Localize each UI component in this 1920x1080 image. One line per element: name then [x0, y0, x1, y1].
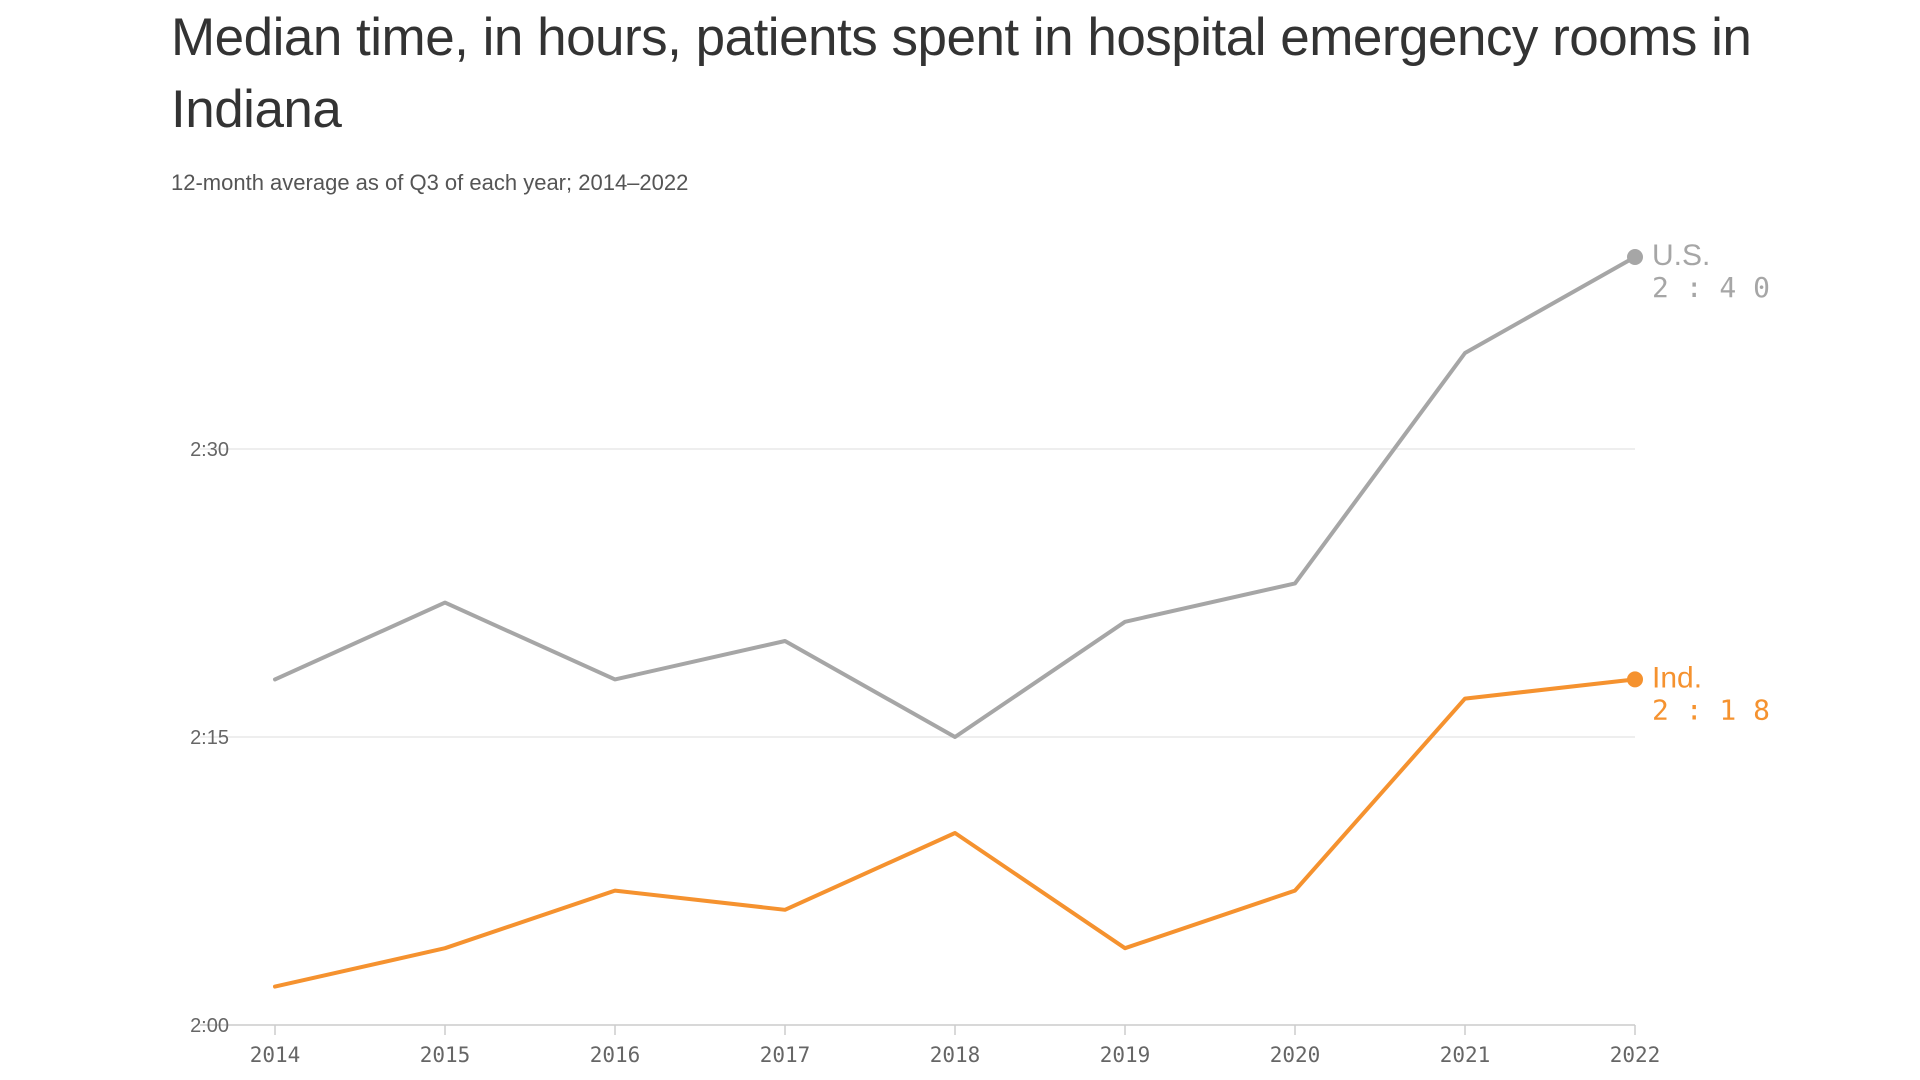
series-line-us: [273, 255, 1637, 739]
x-tick-label: 2014: [250, 1043, 301, 1067]
x-tick-label: 2019: [1100, 1043, 1151, 1067]
x-axis: 2014 2015 2016 2017 2018 2019 2020 2021 2022: [250, 1025, 1661, 1067]
x-tick-label: 2017: [760, 1043, 811, 1067]
series-line-ind: [273, 677, 1637, 989]
y-tick-label: 2:00: [190, 1015, 229, 1037]
y-tick-label: 2:30: [190, 439, 229, 461]
y-axis: 2:00 2:15 2:30: [190, 439, 229, 1037]
x-tick-label: 2016: [590, 1043, 641, 1067]
x-tick-label: 2020: [1270, 1043, 1321, 1067]
x-tick-label: 2018: [930, 1043, 981, 1067]
series-lines: [273, 249, 1643, 989]
data-point-us-2022: [1627, 249, 1643, 265]
y-tick-label: 2:15: [190, 727, 229, 749]
data-point-ind-2022: [1627, 671, 1643, 688]
series-value-label-us: 2 : 4 0: [1652, 271, 1770, 304]
series-value-label-ind: 2 : 1 8: [1652, 693, 1770, 726]
end-labels: U.S.2 : 4 0 Ind.2 : 1 8: [1652, 239, 1770, 726]
chart-subtitle: 12-month average as of Q3 of each year; …: [171, 170, 689, 195]
series-name-label-ind: Ind.: [1652, 661, 1702, 694]
series-name-label-us: U.S.: [1652, 239, 1710, 272]
x-tick-label: 2021: [1440, 1043, 1491, 1067]
chart-title: Median time, in hours, patients spent in…: [171, 8, 1752, 139]
x-tick-label: 2015: [420, 1043, 471, 1067]
x-tick-label: 2022: [1610, 1043, 1661, 1067]
grid-lines: [200, 448, 1635, 1026]
